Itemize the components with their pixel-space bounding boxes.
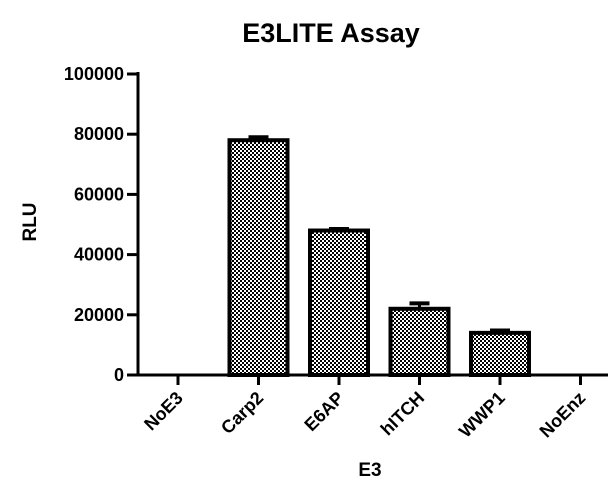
bar-hitch: [388, 306, 451, 377]
x-tick-label: hITCH: [377, 388, 429, 440]
x-tick-label: E6AP: [300, 388, 347, 435]
x-tick-label: NoEnz: [536, 388, 590, 442]
y-tick-label: 20000: [74, 305, 124, 325]
bar-carp2: [227, 138, 290, 377]
y-tick-label: 0: [114, 365, 124, 385]
y-tick-label: 60000: [74, 184, 124, 204]
category-labels: NoE3 Carp2 E6AP hITCH WWP1 NoEnz: [140, 388, 589, 442]
y-axis: 0 20000 40000 60000 80000 100000: [64, 64, 140, 385]
x-tick-label: WWP1: [455, 388, 509, 442]
error-bars: [248, 135, 510, 333]
x-tick-label: NoE3: [140, 388, 187, 435]
x-axis-label: E3: [358, 460, 381, 481]
y-axis-label: RLU: [20, 202, 41, 241]
y-tick-label: 100000: [64, 64, 124, 84]
chart-title: E3LITE Assay: [242, 18, 420, 48]
bar-wwp1: [469, 330, 531, 377]
bars: [227, 138, 531, 377]
x-tick-label: Carp2: [217, 388, 267, 438]
x-axis: [137, 373, 608, 385]
y-tick-label: 40000: [74, 245, 124, 265]
bar-e6ap: [308, 228, 370, 377]
y-tick-label: 80000: [74, 124, 124, 144]
